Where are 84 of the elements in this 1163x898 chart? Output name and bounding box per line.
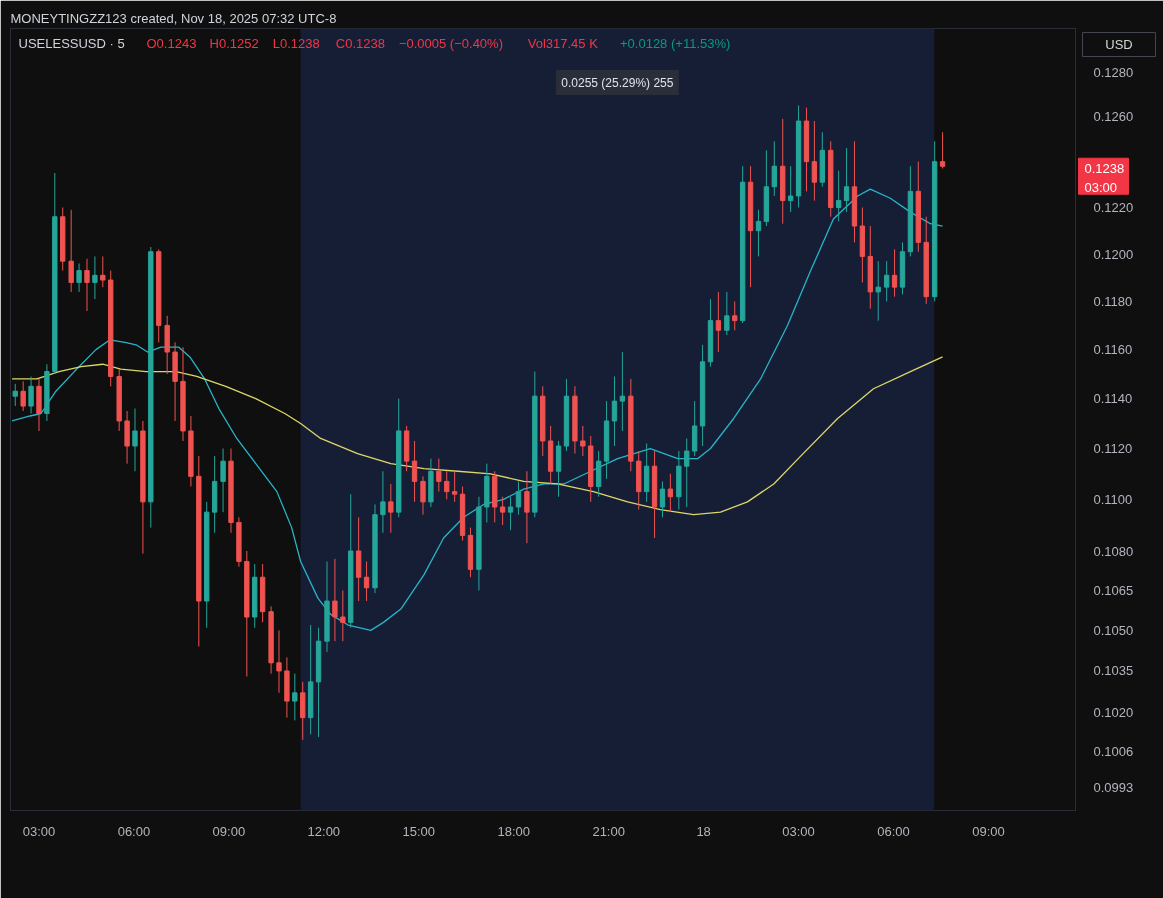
candlestick bbox=[156, 248, 162, 343]
candlestick bbox=[204, 501, 210, 629]
y-tick-label: 0.1220 bbox=[1093, 200, 1134, 215]
candlestick bbox=[580, 425, 586, 457]
candlestick bbox=[588, 435, 594, 503]
candlestick bbox=[100, 255, 106, 288]
candlestick bbox=[444, 470, 450, 500]
annotation: L0.1238 bbox=[272, 36, 320, 51]
y-tick-label: 0.1160 bbox=[1093, 342, 1133, 358]
x-tick-label: 06:00 bbox=[877, 823, 910, 839]
y-tick-label: 0.1050 bbox=[1093, 622, 1134, 638]
candlestick bbox=[771, 140, 777, 197]
candlestick bbox=[196, 455, 202, 648]
candlestick bbox=[724, 291, 730, 336]
candlestick bbox=[108, 270, 114, 387]
x-tick-label: 09:00 bbox=[972, 823, 1005, 839]
x-tick-label: 18:00 bbox=[497, 823, 531, 839]
candlestick bbox=[68, 209, 74, 293]
candlestick bbox=[492, 470, 498, 523]
candlestick bbox=[828, 140, 834, 218]
y-tick-label: 0.1100 bbox=[1093, 491, 1133, 507]
candlestick bbox=[244, 550, 250, 677]
candlestick bbox=[540, 385, 546, 457]
band-label: 0.0255 (25.29%) 255 bbox=[561, 75, 674, 90]
candlestick bbox=[60, 207, 66, 272]
candlestick bbox=[923, 216, 929, 305]
y-tick-label: 0.1120 bbox=[1093, 441, 1133, 457]
candlestick bbox=[780, 118, 786, 225]
annotation: O0.1243 bbox=[146, 36, 197, 51]
y-tick-label: 0.1020 bbox=[1093, 704, 1134, 720]
candlestick bbox=[148, 246, 154, 529]
y-tick-label: 0.1280 bbox=[1093, 64, 1134, 80]
x-tick-label: 06:00 bbox=[117, 823, 151, 839]
y-tick-label: 0.1140 bbox=[1093, 391, 1133, 407]
candlestick bbox=[532, 371, 538, 518]
line-series bbox=[11, 356, 944, 516]
annotation: −0.0005 (−0.40%) bbox=[398, 36, 503, 51]
candlestick bbox=[636, 450, 642, 511]
x-tick-label: 09:00 bbox=[212, 823, 246, 839]
annotation: +0.0128 (+11.53%) bbox=[620, 36, 731, 51]
candlestick bbox=[732, 300, 738, 331]
x-tick-label: 18 bbox=[696, 823, 711, 839]
y-tick-label: 0.1180 bbox=[1093, 293, 1133, 309]
y-tick-label: 0.1006 bbox=[1093, 743, 1134, 759]
candlestick bbox=[875, 260, 881, 322]
candlestick bbox=[164, 315, 170, 375]
x-tick-label: 03:00 bbox=[782, 823, 815, 839]
y-tick-label: 0.1080 bbox=[1093, 543, 1134, 559]
x-tick-label: 03:00 bbox=[22, 823, 56, 839]
y-tick-label: 0.1200 bbox=[1093, 246, 1134, 262]
candlestick bbox=[300, 681, 306, 741]
y-tick-label: 0.0993 bbox=[1093, 780, 1134, 796]
candlestick bbox=[436, 458, 442, 493]
candlestick bbox=[396, 398, 402, 518]
candlestick bbox=[684, 437, 690, 508]
candlestick bbox=[915, 161, 921, 253]
y-tick-label: 0.1035 bbox=[1093, 663, 1134, 679]
annotation: H0.1252 bbox=[209, 36, 259, 51]
annotation: C0.1238 bbox=[335, 36, 385, 51]
candlestick bbox=[340, 589, 346, 642]
candlestick bbox=[292, 673, 298, 721]
x-tick-label: 21:00 bbox=[592, 823, 625, 839]
x-tick-label: 15:00 bbox=[402, 823, 436, 839]
candlestick bbox=[20, 380, 26, 412]
line-series bbox=[11, 188, 944, 632]
y-tick-label: 0.1065 bbox=[1093, 582, 1134, 598]
candlestick bbox=[676, 450, 682, 511]
candlestick bbox=[348, 493, 354, 629]
candlestick bbox=[52, 172, 58, 375]
candlestick bbox=[819, 131, 825, 188]
text: USELESSUSD · 5 bbox=[18, 36, 125, 51]
y-tick-label: 0.1260 bbox=[1093, 109, 1134, 125]
annotation: Vol317.45 K bbox=[527, 36, 599, 51]
candlestick bbox=[116, 368, 122, 432]
candlestick bbox=[252, 563, 258, 629]
text: 0.1238 03:00 bbox=[1084, 161, 1125, 195]
candlestick bbox=[12, 383, 18, 407]
text: MONEYTINGZZ123 created, Nov 18, 2025 07:32 UTC-8 bbox=[10, 10, 337, 26]
x-tick-label: 12:00 bbox=[307, 823, 341, 839]
candlestick bbox=[388, 483, 394, 534]
candlestick bbox=[628, 378, 634, 472]
candlestick bbox=[867, 225, 873, 310]
y-axis-title: USD bbox=[1105, 37, 1133, 52]
candlestick bbox=[484, 463, 490, 523]
